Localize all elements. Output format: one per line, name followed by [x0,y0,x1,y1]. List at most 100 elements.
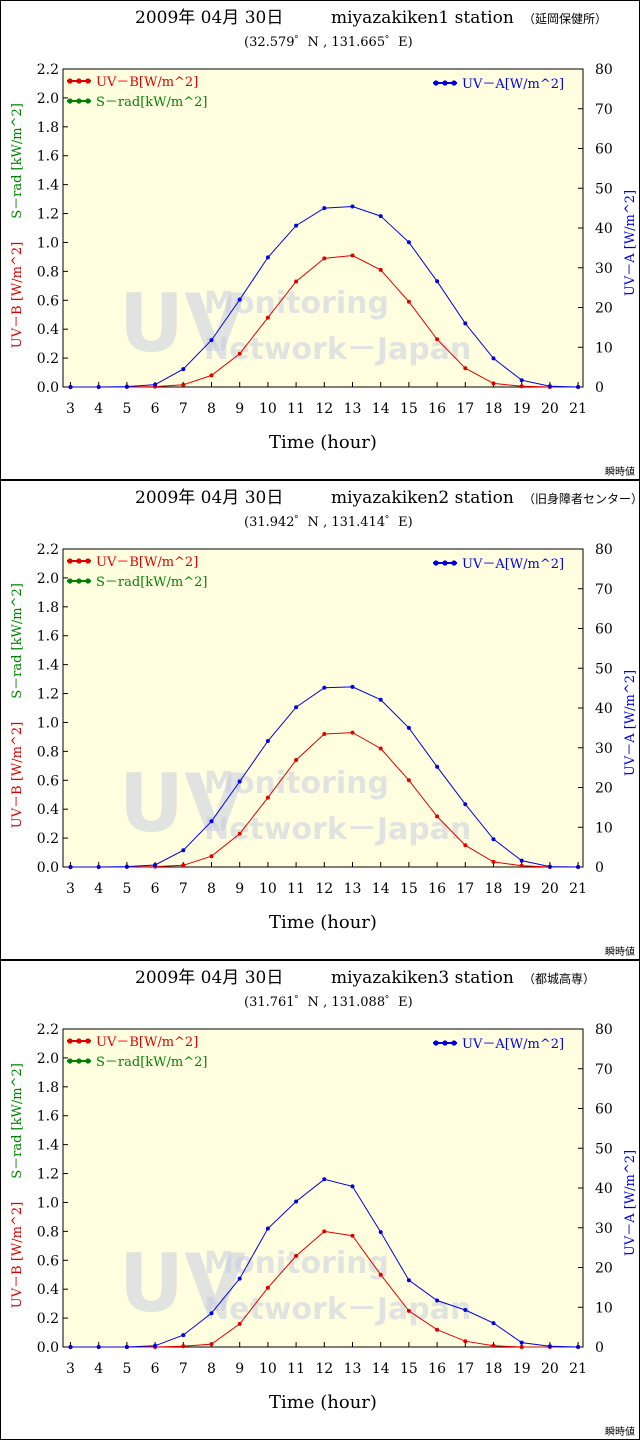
x-tick-label: 4 [94,1361,103,1377]
legend-srad-marker [67,1058,73,1064]
series-uva-point [435,764,440,769]
series-uva-point [124,864,129,869]
y-left-label-uvb: UV－B [W/m^2] [10,242,25,348]
series-uvb-point [350,730,355,735]
chart-date-title: 2009年 04月 30日 [135,8,283,28]
series-uva-point [463,802,468,807]
series-uvb-point [350,253,355,258]
legend-uvb-label: UV－B[W/m^2] [96,1035,198,1050]
series-uva-point [68,385,73,389]
y-left-tick-label: 0.8 [37,264,59,280]
y-right-tick-label: 30 [595,741,613,757]
y-left-tick-label: 2.2 [37,542,59,558]
y-right-tick-label: 80 [595,542,613,558]
y-right-tick-label: 60 [595,142,613,158]
instantaneous-value-note: 瞬時値 [605,1425,635,1438]
series-uvb-point [181,863,186,868]
x-tick-label: 20 [541,401,559,417]
watermark-monitoring: Monitoring [204,1246,389,1281]
series-uvb-point [350,1233,355,1238]
station-name: miyazakiken3 station [331,968,514,988]
series-uvb-point [209,373,214,378]
series-uvb-point [491,381,496,386]
series-uvb-point [209,854,214,859]
y-left-tick-label: 0.8 [37,744,59,760]
series-uva-point [265,255,270,260]
y-right-tick-label: 60 [595,1102,613,1118]
x-tick-label: 17 [456,881,474,897]
legend-uvb-label: UV－B[W/m^2] [96,555,198,570]
chart-date-title: 2009年 04月 30日 [135,488,283,508]
series-uvb-point [322,1229,327,1234]
series-uva-point [209,338,214,343]
series-uvb-point [294,279,299,284]
series-uva-point [265,739,270,743]
y-left-tick-label: 2.2 [37,1022,59,1038]
legend-uvb-marker [85,558,91,564]
x-tick-label: 12 [315,1361,333,1377]
y-left-tick-label: 0.4 [37,322,59,338]
x-tick-label: 5 [122,1361,131,1377]
y-left-tick-label: 1.6 [37,1109,59,1125]
x-tick-label: 16 [428,881,446,897]
legend-srad-label: S－rad[kW/m^2] [96,575,207,590]
y-right-tick-label: 60 [595,622,613,638]
chart-panel-1: 2009年 04月 30日 miyazakiken1 station （延岡保健所）… [0,0,640,480]
series-uva-point [96,385,101,389]
legend-uvb-marker [85,78,91,84]
y-right-tick-label: 80 [595,62,613,78]
legend-uva-marker [442,560,448,566]
legend-srad-marker [76,1058,82,1064]
series-uvb-point [378,267,383,272]
series-uva-point [576,1345,581,1349]
legend-uvb-marker [76,78,82,84]
series-uva-point [378,214,383,219]
series-uva-point [322,1177,327,1182]
series-uva-point [96,1345,101,1349]
legend-uvb-label: UV－B[W/m^2] [96,75,198,90]
x-tick-label: 17 [456,401,474,417]
y-left-tick-label: 0.6 [37,773,59,789]
x-tick-label: 16 [428,1361,446,1377]
series-uva-point [350,204,355,209]
y-left-tick-label: 0.0 [37,1340,59,1356]
series-uva-point [463,321,468,326]
x-tick-label: 7 [179,881,188,897]
y-left-tick-label: 2.2 [37,62,59,78]
series-uvb-point [435,1327,440,1332]
x-tick-label: 14 [372,1361,390,1377]
legend-srad-marker [67,98,73,104]
series-uva-point [209,819,214,824]
x-tick-label: 6 [151,401,160,417]
x-tick-label: 6 [151,881,160,897]
series-uva-point [294,1199,299,1204]
watermark-monitoring: Monitoring [204,286,389,321]
legend-srad-label: S－rad[kW/m^2] [96,95,207,110]
watermark-monitoring: Monitoring [204,766,389,801]
y-left-tick-label: 1.0 [37,1195,59,1211]
legend-srad-marker [85,578,91,584]
x-tick-label: 4 [94,401,103,417]
series-uvb-point [237,351,242,356]
x-tick-label: 11 [287,881,305,897]
legend-uva-marker [442,1040,448,1046]
x-tick-label: 11 [287,1361,305,1377]
series-uva-point [181,367,186,372]
y-right-tick-label: 20 [595,1261,613,1277]
series-uvb-point [294,1253,299,1258]
plot-area [62,1028,584,1348]
instantaneous-value-note: 瞬時値 [605,945,635,958]
watermark-uv: UV [119,757,246,850]
series-uvb-point [322,732,327,736]
series-uvb-point [406,299,411,304]
y-left-tick-label: 2.0 [37,91,59,107]
series-uva-point [519,1340,524,1345]
series-uvb-point [463,1339,468,1344]
x-tick-label: 18 [485,1361,503,1377]
x-tick-label: 18 [485,881,503,897]
station-coordinates: (32.579゜N , 131.665゜E) [244,35,413,50]
legend-uva-marker [433,80,439,86]
legend-srad-marker [85,1058,91,1064]
x-tick-label: 20 [541,881,559,897]
y-left-label-srad: S－rad [kW/m^2] [10,1063,25,1179]
